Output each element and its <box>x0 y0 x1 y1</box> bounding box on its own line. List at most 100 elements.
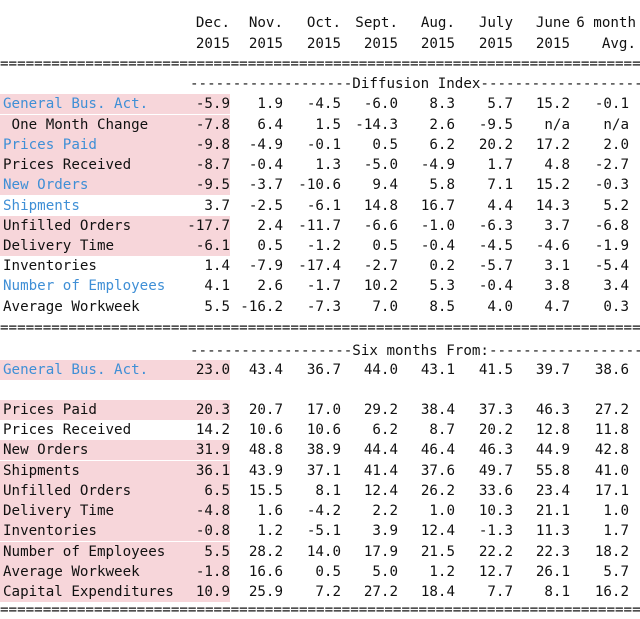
table-row: Shipments 3.7 -2.5 -6.1 14.8 16.7 4.4 14.3 5.2 <box>0 196 640 216</box>
row-value: -1.2 <box>306 238 341 254</box>
row-value: 4.0 <box>487 299 513 315</box>
row-highlight <box>0 440 230 460</box>
row-label: Prices Paid <box>3 402 97 418</box>
row-value: 0.5 <box>372 238 398 254</box>
row-value: -0.4 <box>420 238 455 254</box>
row-value: 10.2 <box>363 278 398 294</box>
row-value: -16.2 <box>240 299 283 315</box>
row-value: 7.1 <box>487 177 513 193</box>
row-value: 17.1 <box>594 483 629 499</box>
column-header-year: 2015 <box>535 36 570 52</box>
table-row: Unfilled Orders 6.5 15.5 8.1 12.4 26.2 33.6 23.… <box>0 481 640 501</box>
row-value: 17.2 <box>535 137 570 153</box>
row-value: 27.2 <box>594 402 629 418</box>
row-value: -4.8 <box>195 503 230 519</box>
row-value: 14.3 <box>535 198 570 214</box>
row-value: 2.4 <box>257 218 283 234</box>
column-header-month: Oct. <box>306 15 341 31</box>
row-highlight <box>0 521 230 541</box>
row-highlight <box>0 135 230 155</box>
row-value: -3.7 <box>248 177 283 193</box>
row-value: 5.5 <box>204 299 230 315</box>
row-value: 0.5 <box>257 238 283 254</box>
row-highlight <box>0 582 230 602</box>
row-value: 14.8 <box>363 198 398 214</box>
row-label: Inventories <box>3 258 97 274</box>
row-value: 4.7 <box>544 299 570 315</box>
row-value: -9.5 <box>195 177 230 193</box>
row-value: 48.8 <box>248 442 283 458</box>
row-label: Capital Expenditures <box>3 584 174 600</box>
row-value: 1.7 <box>487 157 513 173</box>
row-value: 8.7 <box>429 422 455 438</box>
row-value: 5.8 <box>429 177 455 193</box>
row-value: -4.2 <box>306 503 341 519</box>
row-value: 16.2 <box>594 584 629 600</box>
row-value: 5.3 <box>429 278 455 294</box>
table-row: New Orders -9.5 -3.7 -10.6 9.4 5.8 7.1 15.2 -0.3 <box>0 175 640 195</box>
row-value: 1.0 <box>429 503 455 519</box>
row-highlight <box>0 155 230 175</box>
row-value: 39.7 <box>535 362 570 378</box>
row-value: 36.7 <box>306 362 341 378</box>
column-header-year: 2015 <box>248 36 283 52</box>
row-value: 4.8 <box>544 157 570 173</box>
row-value: 29.2 <box>363 402 398 418</box>
row-value: 26.1 <box>535 564 570 580</box>
row-value: -5.9 <box>195 96 230 112</box>
row-value: 1.0 <box>603 503 629 519</box>
row-value: 37.3 <box>478 402 513 418</box>
row-value: 20.2 <box>478 137 513 153</box>
table-row: Prices Received 14.2 10.6 10.6 6.2 8.7 20.2 12.… <box>0 420 640 440</box>
row-label: Prices Received <box>3 157 132 173</box>
row-value: -2.7 <box>594 157 629 173</box>
row-value: 44.0 <box>363 362 398 378</box>
row-value: 1.7 <box>603 523 629 539</box>
row-label: Prices Paid <box>3 137 97 153</box>
row-value: 1.4 <box>204 258 230 274</box>
row-label: General Bus. Act. <box>3 362 149 378</box>
table-row: Inventories -0.8 1.2 -5.1 3.9 12.4 -1.3 11.3 1.7 <box>0 521 640 541</box>
row-value: 49.7 <box>478 463 513 479</box>
column-header-year: 2015 <box>478 36 513 52</box>
row-value: 12.4 <box>420 523 455 539</box>
row-value: 2.0 <box>603 137 629 153</box>
row-highlight <box>0 236 230 256</box>
row-highlight <box>0 94 230 114</box>
row-highlight <box>0 562 230 582</box>
row-value: 27.2 <box>363 584 398 600</box>
row-value: 3.4 <box>603 278 629 294</box>
row-value: 8.3 <box>429 96 455 112</box>
row-value: 6.5 <box>204 483 230 499</box>
row-value: 14.0 <box>306 544 341 560</box>
row-value: -1.9 <box>594 238 629 254</box>
row-value: 10.3 <box>478 503 513 519</box>
row-value: 3.8 <box>544 278 570 294</box>
row-label: Delivery Time <box>3 238 115 254</box>
table-row: Prices Paid -9.8 -4.9 -0.1 0.5 6.2 20.2 17.2 2.0 <box>0 135 640 155</box>
row-value: 46.3 <box>478 442 513 458</box>
row-value: 18.4 <box>420 584 455 600</box>
row-highlight <box>0 461 230 481</box>
row-value: -1.3 <box>478 523 513 539</box>
row-value: 46.4 <box>420 442 455 458</box>
column-header-year: Avg. <box>601 36 636 52</box>
row-value: 37.6 <box>420 463 455 479</box>
row-value: 21.1 <box>535 503 570 519</box>
row-value: 17.9 <box>363 544 398 560</box>
table-row: Inventories 1.4 -7.9 -17.4 -2.7 0.2 -5.7 3.1 -5.… <box>0 256 640 276</box>
row-label: Number of Employees <box>3 278 166 294</box>
row-value: -0.1 <box>594 96 629 112</box>
row-value: -1.7 <box>306 278 341 294</box>
column-header-month: 6 month <box>576 15 636 31</box>
row-label: Delivery Time <box>3 503 115 519</box>
row-value: 14.2 <box>195 422 230 438</box>
row-value: 37.1 <box>306 463 341 479</box>
table-row: Average Workweek -1.8 16.6 0.5 5.0 1.2 12.7 26.… <box>0 562 640 582</box>
row-value: 1.6 <box>257 503 283 519</box>
row-value: 1.9 <box>257 96 283 112</box>
row-value: 8.1 <box>544 584 570 600</box>
row-label: New Orders <box>3 177 89 193</box>
row-value: 5.7 <box>603 564 629 580</box>
row-value: -5.7 <box>478 258 513 274</box>
